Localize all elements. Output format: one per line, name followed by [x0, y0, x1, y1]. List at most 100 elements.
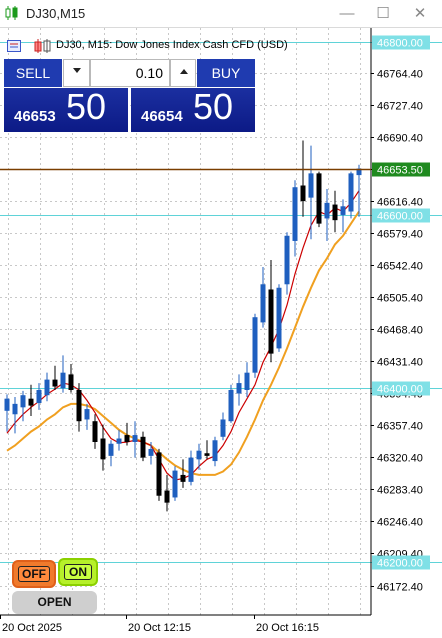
candles[interactable] — [4, 140, 362, 512]
open-button[interactable]: OPEN — [12, 591, 97, 614]
candle-body[interactable] — [308, 173, 314, 198]
price-tick-label: 46727.40 — [377, 101, 423, 113]
candle-body[interactable] — [316, 173, 322, 224]
moving-averages — [6, 190, 360, 481]
candle-body[interactable] — [4, 398, 10, 411]
candle-body[interactable] — [340, 206, 346, 215]
buy-price-button[interactable]: 46654 50 — [131, 86, 255, 132]
candle-body[interactable] — [292, 187, 298, 241]
off-label: OFF — [18, 566, 50, 582]
on-button[interactable]: ON — [58, 558, 98, 586]
chevron-down-icon — [73, 68, 81, 73]
maximize-icon[interactable]: ☐ — [376, 5, 390, 22]
candle-body[interactable] — [140, 436, 146, 458]
candle-body[interactable] — [212, 440, 218, 462]
candle-body[interactable] — [180, 474, 186, 482]
price-chart[interactable]: 46764.40 46727.40 46690.40 46653.50 46616.40… — [0, 28, 442, 638]
price-tick-label: 46246.40 — [377, 517, 423, 529]
time-axis[interactable]: 20 Oct 2025 20 Oct 12:15 20 Oct 16:15 — [0, 615, 320, 634]
candle-body[interactable] — [76, 390, 82, 422]
candle-body[interactable] — [236, 383, 242, 394]
candle-body[interactable] — [348, 173, 354, 212]
candle-body[interactable] — [260, 284, 266, 323]
time-tick-label: 20 Oct 2025 — [2, 622, 62, 634]
time-tick-label: 20 Oct 12:15 — [128, 622, 191, 634]
current-price-label-bg — [372, 162, 430, 177]
one-click-trading-icon[interactable] — [7, 40, 21, 52]
candle-body[interactable] — [228, 390, 234, 422]
price-axis[interactable]: 46764.40 46727.40 46690.40 46653.50 46616.40… — [371, 69, 423, 594]
candle-body[interactable] — [28, 398, 34, 406]
candle-body[interactable] — [124, 435, 130, 442]
level-label: 46600.00 — [377, 211, 423, 223]
buy-price-main: 46654 — [141, 108, 183, 125]
off-button[interactable]: OFF — [12, 560, 56, 588]
candle-body[interactable] — [172, 470, 178, 498]
lot-increase-button[interactable] — [170, 59, 196, 87]
price-tick-label: 46542.40 — [377, 261, 423, 273]
candle-body[interactable] — [188, 457, 194, 482]
symbol-description: DJ30, M15: Dow Jones Index Cash CFD (USD… — [56, 39, 288, 51]
candle-body[interactable] — [204, 453, 210, 456]
ma-slow-line — [6, 210, 360, 476]
candle-body[interactable] — [284, 235, 290, 285]
level-label: 46800.00 — [377, 38, 423, 50]
sell-price-button[interactable]: 46653 50 — [4, 86, 128, 132]
price-tick-label: 46616.40 — [377, 197, 423, 209]
minimize-icon[interactable]: — — [339, 5, 355, 22]
price-tick-label: 46690.40 — [377, 133, 423, 145]
candle-body[interactable] — [52, 379, 58, 387]
candle-body[interactable] — [20, 395, 26, 408]
candle-body[interactable] — [324, 202, 330, 219]
candle-body[interactable] — [100, 438, 106, 460]
candle-body[interactable] — [244, 372, 250, 391]
candle-body[interactable] — [356, 168, 362, 176]
candle-body[interactable] — [92, 421, 98, 442]
level-label-bg — [372, 555, 430, 570]
level-label: 46400.00 — [377, 384, 423, 396]
title-bar[interactable]: DJ30,M15 — ☐ ✕ — [0, 0, 442, 28]
buy-button[interactable]: BUY — [197, 59, 255, 87]
price-tick-label: 46505.40 — [377, 293, 423, 305]
chart-header: DJ30, M15: Dow Jones Index Cash CFD (USD… — [4, 38, 324, 54]
ma-fast-line — [6, 190, 360, 481]
candle-body[interactable] — [68, 374, 74, 391]
candle-body[interactable] — [164, 490, 170, 503]
one-click-trading-panel: SELL 0.10 BUY 46653 50 46654 50 — [4, 59, 255, 132]
candle-body[interactable] — [156, 452, 162, 496]
candle-body[interactable] — [196, 450, 202, 460]
price-tick-label: 46579.40 — [377, 229, 423, 241]
candle-body[interactable] — [148, 448, 154, 456]
candle-body[interactable] — [36, 390, 42, 404]
candle-body[interactable] — [12, 403, 18, 415]
lot-size-input[interactable]: 0.10 — [90, 59, 170, 87]
price-tick-label: 46468.40 — [377, 325, 423, 337]
level-labels: 46800.00 46600.00 46400.00 46200.00 — [372, 35, 430, 570]
candle-body[interactable] — [84, 409, 90, 420]
candle-body[interactable] — [332, 204, 338, 221]
candle-body[interactable] — [276, 287, 282, 349]
current-price: 46653.50 — [0, 162, 430, 177]
candle-body[interactable] — [268, 289, 274, 354]
sell-button[interactable]: SELL — [4, 59, 62, 87]
candle-body[interactable] — [252, 317, 258, 373]
level-label-bg — [372, 381, 430, 396]
lot-decrease-button[interactable] — [63, 59, 90, 87]
level-label-bg — [372, 208, 430, 223]
candle-body[interactable] — [108, 443, 114, 456]
window-title: DJ30,M15 — [26, 6, 86, 21]
candle-body[interactable] — [220, 419, 226, 437]
chevron-up-icon — [180, 69, 188, 74]
candle-body[interactable] — [132, 435, 138, 442]
candle-body[interactable] — [60, 372, 66, 389]
candle-body[interactable] — [300, 185, 306, 202]
time-tick-label: 20 Oct 16:15 — [256, 622, 319, 634]
trade-levels-icon[interactable] — [34, 39, 52, 53]
buy-price-points: 50 — [193, 86, 234, 127]
candle-body[interactable] — [116, 438, 122, 444]
close-icon[interactable]: ✕ — [413, 5, 427, 22]
candlestick-chart-icon — [5, 6, 18, 20]
candle-body[interactable] — [44, 379, 50, 396]
price-tick-label: 46320.40 — [377, 453, 423, 465]
